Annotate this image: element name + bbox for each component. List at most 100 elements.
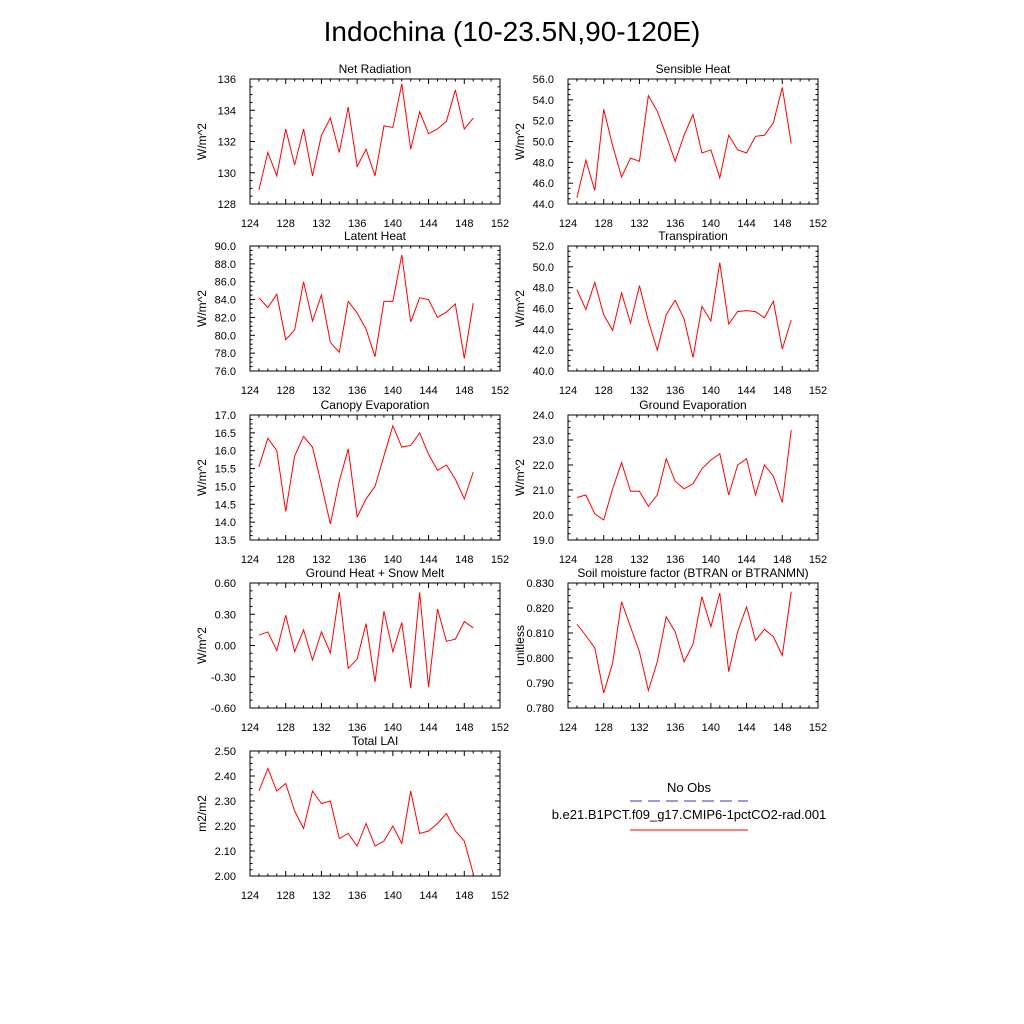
x-tick-label: 124 xyxy=(241,554,259,566)
y-tick-label: 15.0 xyxy=(215,481,236,493)
y-axis-label: m2/m2 xyxy=(195,795,209,832)
x-tick-label: 140 xyxy=(702,554,720,566)
x-tick-label: 136 xyxy=(348,218,366,230)
panel-total-lai: Total LAI 124 128 132 136 140 144 148 152 2.00 2.1… xyxy=(195,734,509,902)
series-line xyxy=(576,262,792,358)
y-tick-label: 90.0 xyxy=(215,241,236,253)
x-tick-label: 132 xyxy=(312,722,330,734)
x-tick-label: 128 xyxy=(595,218,613,230)
x-tick-label: 152 xyxy=(491,722,509,734)
panel-title: Ground Heat + Snow Melt xyxy=(306,566,445,580)
series-line xyxy=(576,87,792,198)
x-tick-label: 140 xyxy=(702,722,720,734)
x-tick-label: 140 xyxy=(384,554,402,566)
x-tick-label: 124 xyxy=(241,218,259,230)
y-tick-label: 128 xyxy=(218,199,236,211)
y-tick-label: 130 xyxy=(218,168,236,180)
panel-title: Transpiration xyxy=(658,229,728,243)
y-axis-label: W/m^2 xyxy=(513,290,527,327)
x-tick-label: 148 xyxy=(773,385,791,397)
x-tick-label: 144 xyxy=(737,218,755,230)
y-tick-label: 16.5 xyxy=(215,428,236,440)
x-tick-label: 148 xyxy=(773,722,791,734)
x-tick-label: 128 xyxy=(595,385,613,397)
y-tick-label: 54.0 xyxy=(533,95,554,107)
x-tick-label: 132 xyxy=(630,554,648,566)
x-tick-label: 136 xyxy=(348,722,366,734)
y-tick-label: 0.830 xyxy=(526,578,554,590)
y-tick-label: 16.0 xyxy=(215,446,236,458)
panel-ground-evaporation: Ground Evaporation 124 128 132 136 140 144 148 1… xyxy=(513,398,827,566)
x-tick-label: 132 xyxy=(630,385,648,397)
x-tick-label: 128 xyxy=(277,890,295,902)
plot-frame xyxy=(249,750,501,877)
x-tick-label: 144 xyxy=(419,218,437,230)
y-tick-label: 0.780 xyxy=(526,703,554,715)
y-tick-label: 14.0 xyxy=(215,517,236,529)
x-tick-label: 152 xyxy=(491,554,509,566)
y-tick-label: 48.0 xyxy=(533,157,554,169)
x-tick-label: 148 xyxy=(455,722,473,734)
y-tick-label: 46.0 xyxy=(533,178,554,190)
x-tick-label: 144 xyxy=(419,385,437,397)
y-tick-label: 2.50 xyxy=(215,746,236,758)
x-tick-label: 124 xyxy=(559,218,577,230)
y-tick-label: 13.5 xyxy=(215,535,236,547)
panel-title: Sensible Heat xyxy=(656,62,731,76)
y-tick-label: 0.790 xyxy=(526,678,554,690)
panel-canopy-evaporation: Canopy Evaporation 124 128 132 136 140 144 148 1… xyxy=(195,398,509,566)
y-tick-label: 2.00 xyxy=(215,871,236,883)
x-tick-label: 140 xyxy=(384,890,402,902)
y-tick-label: 24.0 xyxy=(533,410,554,422)
y-axis-label: W/m^2 xyxy=(195,290,209,327)
series-line xyxy=(576,429,792,521)
panel-net-radiation: Net Radiation 124 128 132 136 140 144 148 152 128… xyxy=(195,62,509,230)
x-tick-label: 124 xyxy=(241,890,259,902)
panel-title: Net Radiation xyxy=(339,62,412,76)
y-tick-label: 2.30 xyxy=(215,796,236,808)
y-tick-label: 0.810 xyxy=(526,628,554,640)
y-tick-label: 40.0 xyxy=(533,366,554,378)
y-tick-label: 76.0 xyxy=(215,366,236,378)
y-tick-label: 82.0 xyxy=(215,312,236,324)
panel-ground-heat-snow-melt: Ground Heat + Snow Melt 124 128 132 136 140 14… xyxy=(195,566,509,734)
y-tick-label: 44.0 xyxy=(533,324,554,336)
plot-frame xyxy=(249,414,501,541)
y-tick-label: 42.0 xyxy=(533,345,554,357)
x-tick-label: 132 xyxy=(312,554,330,566)
y-tick-label: 48.0 xyxy=(533,283,554,295)
y-tick-label: 0.30 xyxy=(215,609,236,621)
x-tick-label: 152 xyxy=(809,218,827,230)
y-tick-label: -0.30 xyxy=(211,672,236,684)
y-axis-label: unitless xyxy=(513,625,527,666)
y-tick-label: 50.0 xyxy=(533,262,554,274)
y-tick-label: 0.00 xyxy=(215,641,236,653)
figure-title: Indochina (10-23.5N,90-120E) xyxy=(324,16,701,47)
series-line xyxy=(258,767,474,874)
x-tick-label: 128 xyxy=(277,218,295,230)
y-tick-label: 56.0 xyxy=(533,74,554,86)
plot-frame xyxy=(567,78,819,205)
x-tick-label: 152 xyxy=(809,385,827,397)
y-tick-label: 2.20 xyxy=(215,821,236,833)
x-tick-label: 148 xyxy=(773,218,791,230)
panel-title: Total LAI xyxy=(352,734,399,748)
x-tick-label: 148 xyxy=(455,385,473,397)
series-line xyxy=(258,254,474,359)
x-tick-label: 124 xyxy=(559,385,577,397)
x-tick-label: 128 xyxy=(277,554,295,566)
series-line xyxy=(576,591,792,694)
panel-title: Canopy Evaporation xyxy=(321,398,430,412)
plot-frame xyxy=(249,582,501,709)
panel-latent-heat: Latent Heat 124 128 132 136 140 144 148 152 76.0 7… xyxy=(195,229,509,397)
panel-title: Latent Heat xyxy=(344,229,407,243)
plot-frame xyxy=(249,245,501,372)
x-tick-label: 140 xyxy=(384,218,402,230)
y-tick-label: 78.0 xyxy=(215,348,236,360)
x-tick-label: 124 xyxy=(559,722,577,734)
x-tick-label: 144 xyxy=(737,554,755,566)
y-tick-label: 21.0 xyxy=(533,485,554,497)
y-tick-label: 14.5 xyxy=(215,499,236,511)
series-line xyxy=(258,83,474,191)
y-tick-label: 132 xyxy=(218,137,236,149)
